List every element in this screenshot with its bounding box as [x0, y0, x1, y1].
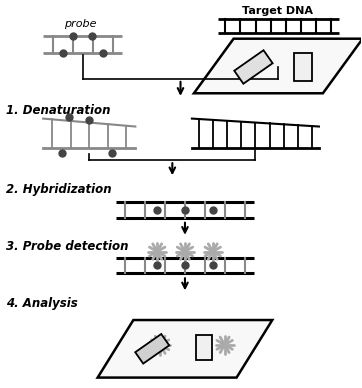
Text: 2. Hybridization: 2. Hybridization: [7, 183, 112, 196]
Text: 4. Analysis: 4. Analysis: [7, 297, 78, 310]
Text: 3. Probe detection: 3. Probe detection: [7, 240, 129, 253]
FancyBboxPatch shape: [294, 53, 312, 81]
Polygon shape: [194, 39, 362, 93]
Polygon shape: [135, 334, 169, 364]
Text: probe: probe: [64, 19, 97, 29]
Text: 1. Denaturation: 1. Denaturation: [7, 104, 111, 117]
Text: Target DNA: Target DNA: [242, 7, 313, 16]
Polygon shape: [234, 50, 273, 84]
FancyBboxPatch shape: [196, 335, 212, 360]
Polygon shape: [98, 320, 272, 378]
